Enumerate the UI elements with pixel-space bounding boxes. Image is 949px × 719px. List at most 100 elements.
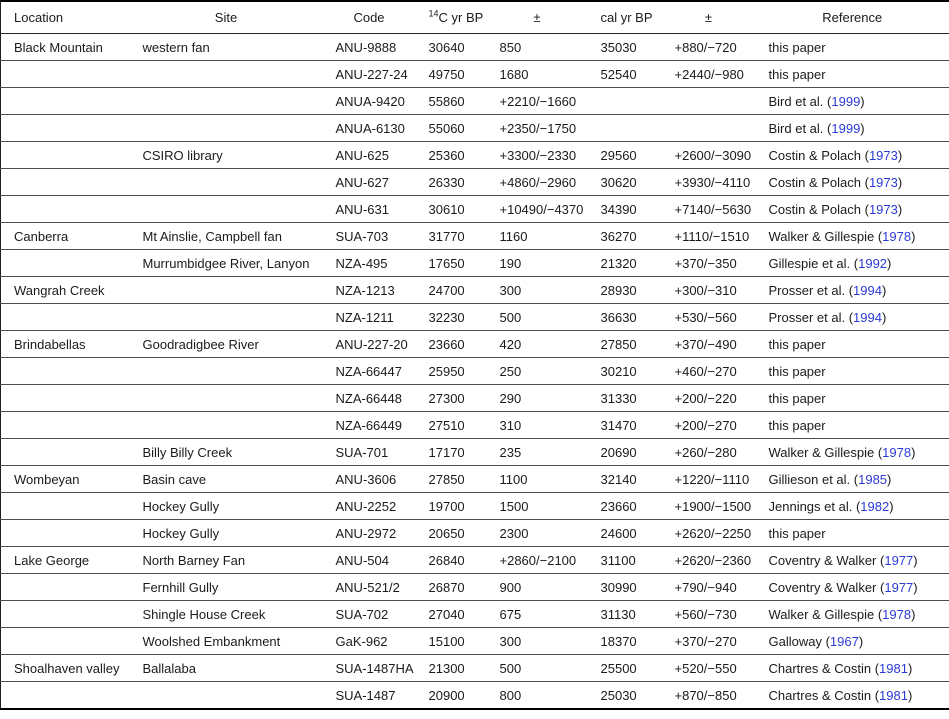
reference-year-link[interactable]: 1977 (884, 552, 914, 568)
cell-cal: 23660 (587, 492, 662, 520)
cell-code: ANU-227-24 (322, 60, 416, 88)
reference-year-link[interactable]: 1973 (868, 174, 898, 190)
cell-c14: 23660 (415, 330, 487, 358)
table-row: Hockey Gully ANU-2252 19700 1500 23660 +1900/… (0, 492, 949, 520)
cell-code: SUA-1487HA (322, 654, 416, 682)
reference-year-link[interactable]: 1981 (879, 687, 908, 703)
cell-location: Shoalhaven valley (0, 654, 130, 682)
cell-site: Goodradigbee River (129, 330, 323, 358)
cell-location (0, 141, 130, 169)
cell-reference: Costin & Polach (1973) (755, 168, 949, 196)
cell-location (0, 384, 130, 412)
table-header: Location Site Code 14C yr BP ± cal yr BP ± Refe… (0, 1, 949, 34)
table-row: Black Mountain western fan ANU-9888 30640 85… (1, 34, 949, 61)
cell-site: Fernhill Gully (129, 573, 323, 601)
cell-cal: 20690 (587, 438, 662, 466)
cell-pm2: +260/−280 (661, 438, 756, 466)
cell-location (0, 168, 130, 196)
reference-text: this paper (768, 363, 826, 379)
column-header-site: Site (129, 1, 323, 34)
cell-location (0, 600, 130, 628)
cell-site: Hockey Gully (129, 519, 323, 547)
reference-year-link[interactable]: 1978 (882, 606, 912, 622)
cell-code: SUA-1487 (322, 681, 416, 709)
cell-location (0, 60, 130, 88)
table-row: Lake George North Barney Fan ANU-504 26840 +… (0, 546, 949, 574)
cell-location (0, 249, 130, 277)
cell-code: ANU-2972 (322, 519, 416, 547)
table-row: ANUA-9420 55860 +2210/−1660 Bird et al. (19… (0, 87, 949, 115)
reference-year-link[interactable]: 1999 (831, 93, 861, 109)
column-header-reference: Reference (755, 1, 949, 34)
cell-reference: Walker & Gillespie (1978) (755, 438, 949, 466)
cell-pm1: 500 (486, 303, 588, 331)
cell-cal: 32140 (587, 465, 662, 493)
cell-code: ANU-631 (322, 195, 416, 223)
cell-pm2: +3930/−4110 (661, 168, 756, 196)
reference-year-link[interactable]: 1982 (860, 498, 890, 514)
reference-text: Galloway (768, 633, 822, 649)
reference-year-link[interactable]: 1978 (882, 228, 912, 244)
cell-reference: Chartres & Costin (1981) (755, 654, 949, 682)
cell-location: Brindabellas (0, 330, 130, 358)
cell-pm1: 190 (486, 249, 588, 277)
reference-year-link[interactable]: 1985 (858, 471, 888, 487)
table-row: Wangrah Creek NZA-1213 24700 300 28930 +300/−… (0, 276, 949, 304)
cell-pm2: +870/−850 (661, 681, 756, 709)
cell-c14: 25360 (415, 141, 487, 169)
cell-c14: 26840 (415, 546, 487, 574)
cell-pm1: +4860/−2960 (486, 168, 588, 196)
cell-pm2: +790/−940 (661, 573, 756, 601)
cell-pm2: +460/−270 (661, 357, 756, 385)
reference-year-link[interactable]: 1999 (831, 120, 861, 136)
cell-pm2: +200/−270 (661, 411, 756, 439)
cell-location: Lake George (0, 546, 130, 574)
cell-c14: 55060 (415, 114, 487, 142)
cell-site: CSIRO library (129, 141, 323, 169)
reference-year-link[interactable]: 1994 (853, 282, 882, 298)
table-row: NZA-66448 27300 290 31330 +200/−220 this pape… (0, 384, 949, 412)
cell-c14: 27040 (415, 600, 487, 628)
cell-location (0, 573, 130, 601)
cell-c14: 17650 (415, 249, 487, 277)
cell-pm2: +530/−560 (661, 303, 756, 331)
reference-year-link[interactable]: 1977 (884, 579, 914, 595)
reference-year-link[interactable]: 1994 (853, 309, 882, 325)
cell-pm1: 1160 (486, 222, 588, 250)
cell-cal: 18370 (587, 627, 662, 655)
reference-year-link[interactable]: 1973 (868, 201, 898, 217)
cell-code: NZA-66449 (322, 411, 416, 439)
cell-reference: this paper (755, 411, 949, 439)
column-label: Reference (822, 10, 883, 25)
cell-location: Black Mountain (14, 39, 103, 55)
reference-year-link[interactable]: 1981 (879, 660, 908, 676)
cell-code: SUA-702 (322, 600, 416, 628)
cell-pm2: +2620/−2360 (661, 546, 756, 574)
cell-c14: 27300 (415, 384, 487, 412)
reference-year-link[interactable]: 1978 (882, 444, 912, 460)
cell-location (0, 438, 130, 466)
reference-year-link[interactable]: 1973 (868, 147, 898, 163)
cell-location (0, 195, 130, 223)
cell-cal: 36630 (587, 303, 662, 331)
cell-c14: 30640 (428, 39, 465, 55)
cell-cal: 28930 (587, 276, 662, 304)
cell-pm1: 420 (486, 330, 588, 358)
cell-pm1: 850 (499, 39, 522, 55)
reference-text: this paper (768, 417, 826, 433)
cell-code: ANUA-6130 (322, 114, 416, 142)
cell-site: Billy Billy Creek (129, 438, 323, 466)
table-row: Billy Billy Creek SUA-701 17170 235 20690 +26… (0, 438, 949, 466)
column-label: cal yr BP (600, 10, 653, 25)
column-header-code: Code (322, 1, 416, 34)
cell-reference: Costin & Polach (1973) (755, 195, 949, 223)
reference-year-link[interactable]: 1967 (829, 633, 859, 649)
cell-c14: 24700 (415, 276, 487, 304)
cell-site (129, 384, 323, 412)
cell-cal: 24600 (587, 519, 662, 547)
table-row: NZA-1211 32230 500 36630 +530/−560 Prosser et… (0, 303, 949, 331)
table-row: NZA-66449 27510 310 31470 +200/−270 this pape… (0, 411, 949, 439)
reference-year-link[interactable]: 1992 (858, 255, 888, 271)
reference-text: Prosser et al. (768, 309, 846, 325)
